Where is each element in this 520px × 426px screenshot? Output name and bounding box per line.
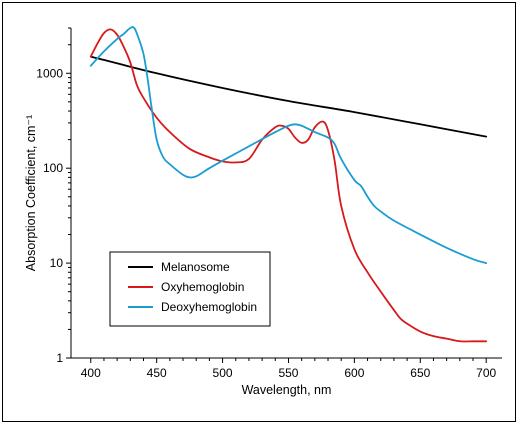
x-axis-title: Wavelength, nm [242,383,332,397]
y-tick-label: 1000 [36,66,63,80]
y-axis-title: Absorption Coefficient, cm⁻¹ [24,115,38,271]
x-tick-label: 400 [81,366,101,380]
y-tick-label: 100 [43,161,63,175]
legend-label-melanosome: Melanosome [161,260,230,274]
x-tick-label: 700 [476,366,496,380]
series-line-melanosome [89,55,488,138]
series-line-deoxyhemoglobin [89,26,488,264]
x-tick-label: 450 [147,366,167,380]
x-tick-label: 600 [344,366,364,380]
legend-box [109,251,271,327]
y-tick-label: 1 [56,351,63,365]
x-tick-label: 550 [278,366,298,380]
figure-frame [2,2,516,422]
legend-label-deoxyhemoglobin: Deoxyhemoglobin [161,300,257,314]
x-tick-label: 650 [410,366,430,380]
legend: Melanosome Oxyhemoglobin Deoxyhemoglobin [109,251,271,327]
y-tick-label: 10 [50,256,64,270]
x-tick-label: 500 [213,366,233,380]
legend-label-oxyhemoglobin: Oxyhemoglobin [161,280,244,294]
series-line-oxyhemoglobin [89,28,488,343]
